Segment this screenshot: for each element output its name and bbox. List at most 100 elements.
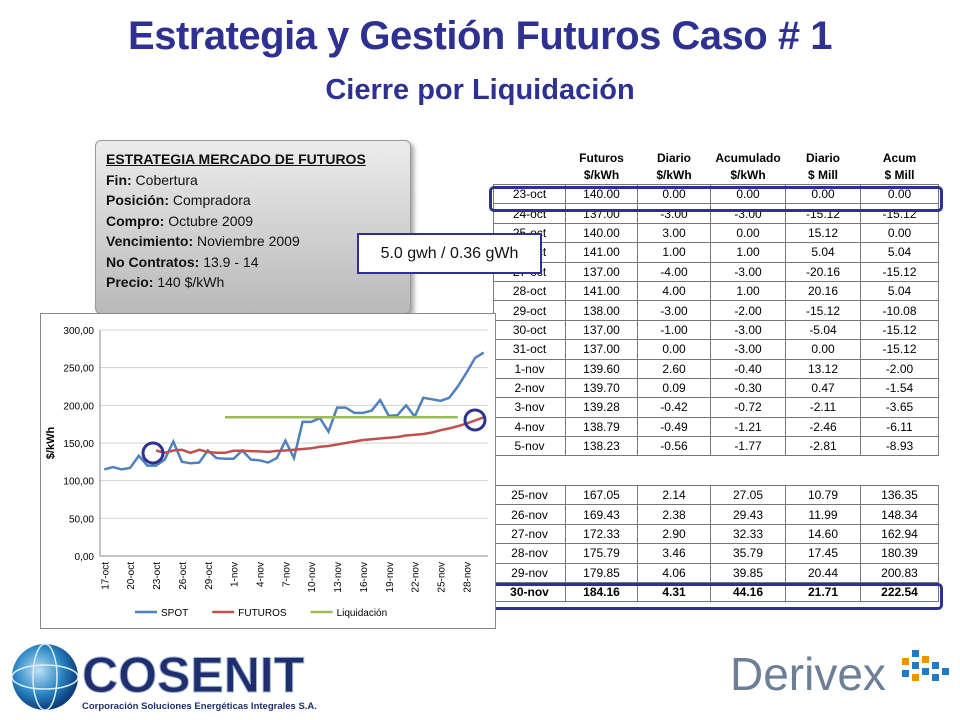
table-cell: 138.23 [565,436,638,457]
highlight-circle [463,408,487,432]
y-tick-label: 0,00 [75,552,95,563]
x-tick-label: 23-oct [152,562,163,590]
table-cell: 25-nov [493,484,566,506]
table-cell: 0.00 [860,222,939,244]
x-tick-label: 19-nov [385,562,396,593]
logo-layer: COSENIT Corporación Soluciones Energétic… [11,643,949,712]
highlight-circle [141,441,165,465]
table-cell: 5.04 [785,242,861,263]
header-text: Acum [882,151,917,165]
table-cell: -0.49 [637,416,711,438]
table-cell: 20.44 [785,562,861,583]
table-cell: -2.46 [785,416,861,438]
x-tick-label: 29-oct [204,562,215,590]
table-cell: 175.79 [565,543,638,564]
table-cell: 11.99 [785,504,861,525]
table-cell: 4.06 [637,562,711,583]
table-cell: 139.70 [565,377,638,399]
table-cell: -2.81 [785,436,861,457]
table-cell: 5.04 [860,280,939,302]
table-row: 29-nov 179.85 4.06 39.85 20.44 200.83 [493,562,939,583]
table-cell: 39.85 [710,562,786,583]
table-cell: 29-oct [493,300,566,321]
table-cell: 10.79 [785,484,861,506]
table-cell: -1.77 [710,436,786,457]
table-cell: 139.28 [565,397,638,418]
strategy-line: Precio: 140 $/kWh [106,272,402,293]
table-row: 31-oct 137.00 0.00 -3.00 0.00 -15.12 [493,339,939,360]
table-row: 4-nov 138.79 -0.49 -1.21 -2.46 -6.11 [493,416,939,438]
table-cell: 162.94 [860,523,939,545]
y-tick-label: 150,00 [63,439,94,450]
table-row: 25-nov 167.05 2.14 27.05 10.79 136.35 [493,484,939,506]
table-cell: 5-nov [493,436,566,457]
table-cell: -3.65 [860,397,939,418]
table-cell: 184.16 [565,581,638,603]
strategy-label: Vencimiento: [106,233,194,249]
strategy-value: 13.9 - 14 [203,253,259,270]
y-tick-label: 300,00 [63,326,94,337]
x-tick-label: 17-oct [100,562,111,590]
x-tick-label: 26-oct [178,562,189,590]
table-cell: 4-nov [493,416,566,438]
table-cell: -6.11 [860,416,939,438]
table-cell: 5.04 [860,242,939,263]
x-tick-label: 4-nov [256,562,267,587]
y-tick-label: 200,00 [63,401,94,412]
header-row: Futuros $/kWh Diario $/kWh Acumulado $/kWh Dia… [494,150,939,185]
strategy-line: Vencimiento: Noviembre 2009 [106,231,402,252]
table-cell: 30-oct [493,319,566,341]
table-cell: -15.12 [860,339,939,360]
table-cell: 23-oct [493,183,566,205]
table-cell: 1.00 [637,242,711,263]
table-cell: 20.16 [785,280,861,302]
table-cell: 27-nov [493,523,566,545]
table-cell: -8.93 [860,436,939,457]
table-cell: 139.60 [565,358,638,379]
table-cell: 148.34 [860,504,939,525]
table-cell: -0.40 [710,358,786,379]
header-cell [494,150,566,185]
table-cell: 27.05 [710,484,786,506]
header-cell: Acum $ Mill [861,150,939,185]
table-cell: 2.14 [637,484,711,506]
y-tick-label: 50,00 [69,514,94,525]
strategy-box: ESTRATEGIA MERCADO DE FUTUROS Fin: Cobert… [95,140,411,314]
table-cell: -3.00 [637,300,711,321]
logo-cosenit: COSENIT [82,647,304,703]
strategy-value: Noviembre 2009 [197,233,300,249]
table-cell: 28-nov [493,543,566,564]
table-cell: 137.00 [565,339,638,360]
table-cell: 1-nov [493,358,566,379]
table-cell: -0.42 [637,397,711,418]
header-text: $/kWh [656,168,692,182]
globe-icon [12,644,78,710]
chart-frame [40,313,496,629]
table-cell: 222.54 [860,581,939,603]
series-line [103,351,485,471]
table-cell: 0.00 [785,339,861,360]
table-cell: 2.90 [637,523,711,545]
strategy-title: ESTRATEGIA MERCADO DE FUTUROS [106,151,366,167]
globe-ring [32,643,58,711]
x-tick-label: 16-nov [359,562,370,593]
table-cell: -5.04 [785,319,861,341]
slide-title: Estrategia y Gestión Futuros Caso # 1 [128,14,832,58]
table-cell: 13.12 [785,358,861,379]
table-cell: -3.00 [710,261,786,282]
strategy-label: Precio: [106,274,154,290]
globe-ring [11,664,79,690]
table-cell: 137.00 [565,261,638,282]
table-cell: -1.21 [710,416,786,438]
table-cell: -20.16 [785,261,861,282]
x-tick-label: 20-oct [126,562,137,590]
table-cell: 17.45 [785,543,861,564]
table-cell: 167.05 [565,484,638,506]
header-text: $/kWh [583,168,620,182]
table-cell: 200.83 [860,562,939,583]
logo-tagline: Corporación Soluciones Energéticas Integ… [82,701,317,712]
table-cell: 0.47 [785,377,861,399]
header-cell: Acumulado $/kWh [711,150,786,185]
